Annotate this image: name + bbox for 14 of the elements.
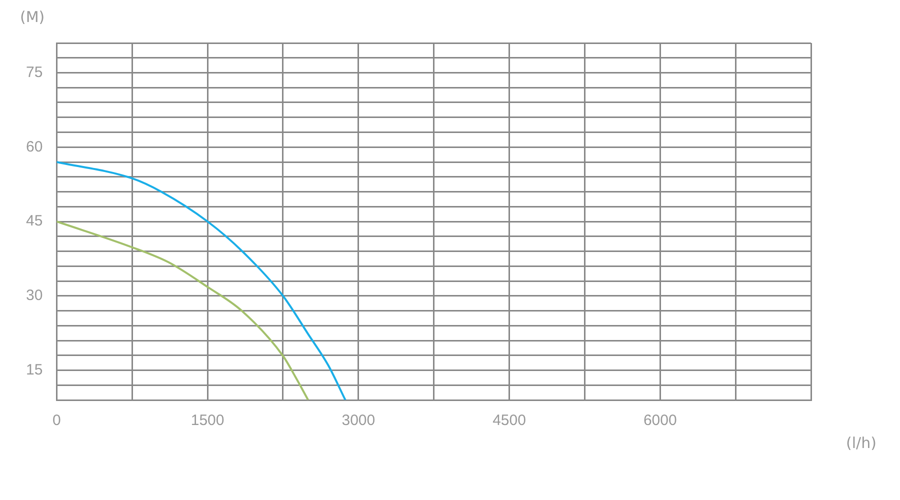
x-tick-label: 6000 <box>643 412 677 430</box>
x-tick-label: 0 <box>52 412 61 430</box>
x-tick-label: 4500 <box>492 412 526 430</box>
y-tick-label: 45 <box>26 212 43 230</box>
y-axis-title: (M) <box>20 8 45 26</box>
x-tick-label: 1500 <box>190 412 224 430</box>
y-tick-label: 75 <box>26 64 43 81</box>
y-tick-label: 60 <box>26 138 43 156</box>
line-series <box>56 161 346 400</box>
y-tick-label: 15 <box>26 361 43 378</box>
y-tick-label: 30 <box>26 287 43 304</box>
x-axis-title: (l/h) <box>846 434 876 452</box>
line-series <box>56 220 310 400</box>
x-tick-label: 3000 <box>342 412 376 430</box>
